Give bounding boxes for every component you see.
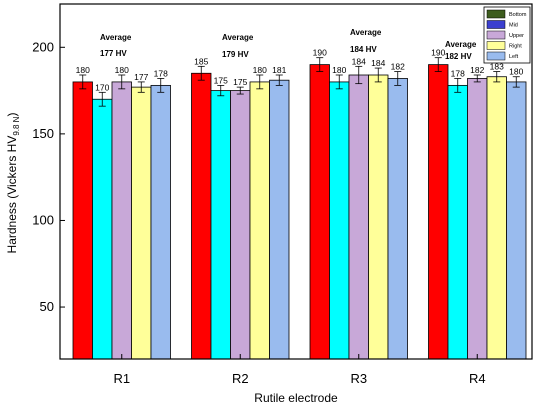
legend-swatch bbox=[486, 9, 506, 19]
data-label: 180 bbox=[332, 65, 346, 75]
bar bbox=[447, 84, 468, 360]
bar bbox=[111, 81, 132, 360]
y-axis-title: Hardness (Vickers HV9.8 N) bbox=[5, 113, 21, 254]
data-label: 184 bbox=[371, 58, 385, 68]
y-tick-label: 50 bbox=[40, 299, 54, 314]
data-label: 182 bbox=[470, 65, 484, 75]
data-label: 184 bbox=[352, 56, 366, 66]
legend-swatch bbox=[486, 41, 506, 50]
average-annotation-title: Average bbox=[350, 28, 382, 37]
bar bbox=[329, 81, 350, 360]
legend-label: Bottom bbox=[509, 12, 527, 18]
bar bbox=[131, 86, 152, 360]
bar bbox=[506, 81, 527, 360]
average-annotation-value: 182 HV bbox=[445, 52, 472, 61]
average-annotation-title: Average bbox=[445, 40, 477, 49]
legend-swatch bbox=[486, 51, 506, 61]
legend: Bottom Mid Upper Right Left bbox=[483, 6, 531, 64]
category-label: R2 bbox=[232, 371, 249, 386]
legend-label: Right bbox=[509, 44, 522, 50]
bar bbox=[249, 81, 270, 360]
bar bbox=[467, 78, 488, 360]
average-annotation-title: Average bbox=[100, 33, 132, 42]
data-label: 180 bbox=[115, 65, 129, 75]
data-label: 183 bbox=[490, 62, 504, 72]
bar bbox=[348, 74, 369, 360]
data-label: 190 bbox=[431, 48, 445, 58]
data-label: 178 bbox=[154, 68, 168, 78]
category-label: R1 bbox=[113, 371, 130, 386]
average-annotation-value: 184 HV bbox=[350, 45, 377, 54]
bar bbox=[92, 98, 113, 360]
bar bbox=[428, 64, 449, 360]
plot-layer: 50 100 150 200 180 170 180 177 178 R1 185 175 175 180… bbox=[32, 6, 531, 386]
data-label: 175 bbox=[214, 75, 228, 85]
legend-swatch bbox=[486, 20, 506, 29]
bar bbox=[387, 78, 408, 360]
data-label: 180 bbox=[76, 65, 90, 75]
data-label: 185 bbox=[194, 56, 208, 66]
data-label: 182 bbox=[391, 62, 405, 72]
legend-label: Left bbox=[509, 54, 519, 60]
data-label: 170 bbox=[95, 82, 109, 92]
data-label: 177 bbox=[134, 72, 148, 82]
x-axis-title: Rutile electrode bbox=[254, 391, 338, 405]
bar bbox=[150, 84, 171, 360]
data-label: 180 bbox=[509, 67, 523, 77]
bar bbox=[269, 79, 290, 360]
data-label: 178 bbox=[451, 68, 465, 78]
bar bbox=[486, 76, 507, 360]
plot-frame bbox=[59, 3, 533, 360]
bar bbox=[191, 72, 212, 360]
category-label: R3 bbox=[350, 371, 367, 386]
bar bbox=[72, 81, 93, 360]
legend-label: Upper bbox=[509, 33, 524, 39]
average-annotation-value: 177 HV bbox=[100, 49, 127, 58]
data-label: 175 bbox=[233, 77, 247, 87]
bar bbox=[210, 90, 231, 360]
y-tick-label: 150 bbox=[32, 126, 54, 141]
data-label: 180 bbox=[253, 65, 267, 75]
bar bbox=[368, 74, 389, 360]
y-tick-label: 100 bbox=[32, 212, 54, 227]
bar bbox=[230, 90, 251, 360]
data-label: 181 bbox=[272, 65, 286, 75]
average-annotation-value: 179 HV bbox=[222, 50, 249, 59]
bar bbox=[309, 64, 330, 360]
legend-label: Mid bbox=[509, 23, 518, 29]
legend-swatch bbox=[486, 30, 506, 40]
data-label: 190 bbox=[313, 48, 327, 58]
category-label: R4 bbox=[469, 371, 486, 386]
y-tick-label: 200 bbox=[32, 39, 54, 54]
average-annotation-title: Average bbox=[222, 33, 254, 42]
